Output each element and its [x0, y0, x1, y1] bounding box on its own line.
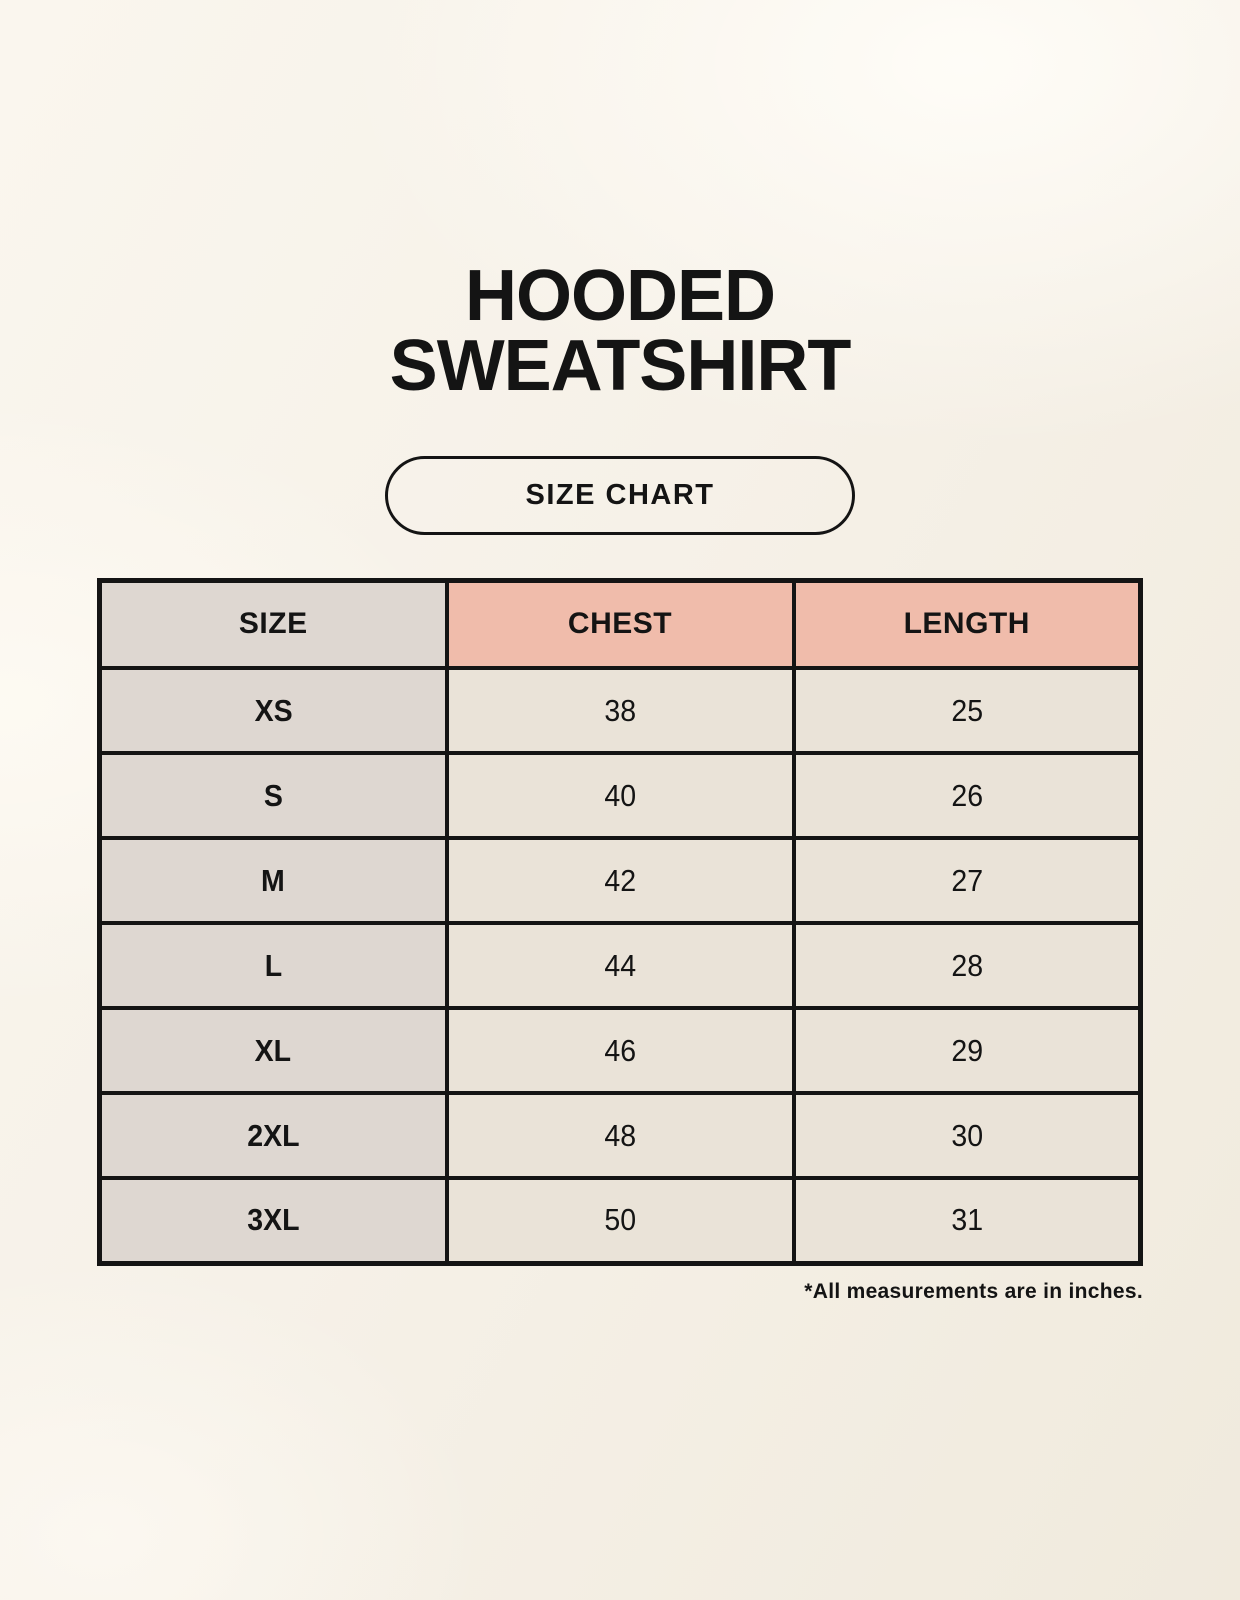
size-label: L — [97, 921, 449, 1011]
size-chart-button[interactable]: SIZE CHART — [385, 455, 855, 535]
table-row: XS 38 25 — [97, 666, 1143, 756]
length-value: 31 — [791, 1176, 1143, 1266]
length-value: 27 — [791, 836, 1143, 926]
header-size: SIZE — [97, 578, 449, 671]
size-label: 3XL — [97, 1176, 449, 1266]
measurements-note: *All measurements are in inches. — [804, 1279, 1143, 1303]
chest-value: 40 — [444, 751, 796, 841]
table-row: M 42 27 — [97, 836, 1143, 926]
table-row: L 44 28 — [97, 921, 1143, 1011]
size-label: XL — [97, 1006, 449, 1096]
product-title: HOODED SWEATSHIRT — [0, 0, 1240, 402]
table-header-row: SIZE CHEST LENGTH — [97, 578, 1143, 671]
size-chart-button-label: SIZE CHART — [525, 478, 715, 511]
chest-value: 48 — [444, 1091, 796, 1181]
length-value: 28 — [791, 921, 1143, 1011]
size-table: SIZE CHEST LENGTH XS 38 25 S 40 26 M 42 … — [97, 577, 1143, 1266]
chest-value: 38 — [444, 666, 796, 756]
length-value: 25 — [791, 666, 1143, 756]
length-value: 29 — [791, 1006, 1143, 1096]
chest-value: 46 — [444, 1006, 796, 1096]
product-title-line2: SWEATSHIRT — [389, 325, 852, 406]
table-row: XL 46 29 — [97, 1006, 1143, 1096]
chest-value: 44 — [444, 921, 796, 1011]
table-row: 3XL 50 31 — [97, 1176, 1143, 1266]
length-value: 30 — [791, 1091, 1143, 1181]
size-label: M — [97, 836, 449, 926]
header-chest: CHEST — [444, 578, 796, 671]
length-value: 26 — [791, 751, 1143, 841]
chest-value: 50 — [444, 1176, 796, 1266]
table-row: S 40 26 — [97, 751, 1143, 841]
product-title-line1: HOODED — [464, 256, 776, 336]
table-row: 2XL 48 30 — [97, 1091, 1143, 1181]
size-label: S — [97, 751, 449, 841]
chest-value: 42 — [444, 836, 796, 926]
size-label: 2XL — [97, 1091, 449, 1181]
size-label: XS — [97, 666, 449, 756]
header-length: LENGTH — [791, 578, 1143, 671]
